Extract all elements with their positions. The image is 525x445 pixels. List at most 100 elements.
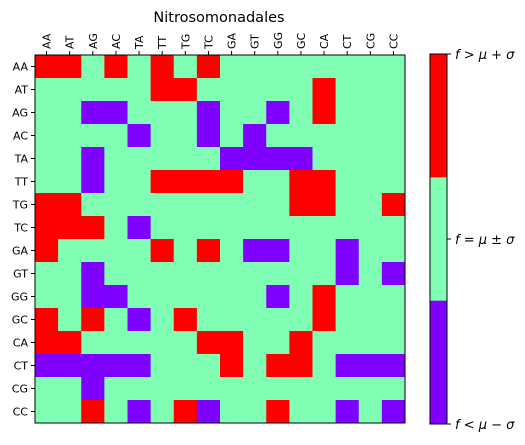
y-tick-label: CT [14,360,29,373]
heatmap-cell [104,170,128,194]
heatmap-cell [127,124,152,148]
heatmap-cell [358,78,383,102]
heatmap-cell [289,55,313,79]
heatmap-cell [81,354,105,378]
heatmap-cell [266,216,290,240]
heatmap-cell [58,262,82,286]
heatmap-cell [381,193,406,217]
y-tick-label: CC [13,406,29,419]
heatmap-cell [196,377,221,401]
heatmap-cell [81,285,105,309]
heatmap-cell [335,285,360,309]
heatmap-cell [196,262,221,286]
heatmap-cell [35,78,59,102]
heatmap-cell [243,285,267,309]
heatmap-cell [150,285,175,309]
heatmap-cell [173,124,198,148]
y-axis-ticks: AA AT AG AC TA TT TG TC GA GT GG GC CA CT CG CC [11,61,35,419]
heatmap-cell [150,147,175,171]
heatmap-cell [127,308,152,332]
heatmap-cell [266,354,290,378]
heatmap-cell [196,78,221,102]
heatmap-cell [335,193,360,217]
heatmap-cell [335,262,360,286]
heatmap-cell [81,216,105,240]
heatmap-cell [243,170,267,194]
heatmap-cell [104,354,128,378]
heatmap-cell [81,101,105,125]
heatmap-cell [196,285,221,309]
heatmap-cell [173,216,198,240]
heatmap-cell [127,170,152,194]
heatmap-cell [358,170,383,194]
y-tick-label: TC [13,222,28,235]
heatmap-cell [127,193,152,217]
heatmap-cell [196,216,221,240]
heatmap-cell [312,124,337,148]
heatmap-cell [335,354,360,378]
heatmap-cell [81,78,105,102]
heatmap-cell [127,78,152,102]
heatmap-cell [173,262,198,286]
colorbar-segment-mid [430,177,447,302]
heatmap-cell [335,101,360,125]
heatmap-cell [81,147,105,171]
heatmap-cell [381,400,406,424]
heatmap-cell [173,308,198,332]
heatmap-cell [312,377,337,401]
heatmap-cell [358,377,383,401]
heatmap-cell [381,377,406,401]
heatmap-cell [243,354,267,378]
plot-frame [34,54,406,424]
heatmap-cell [312,239,337,263]
heatmap-cell [243,101,267,125]
heatmap-cell [381,331,406,355]
heatmap-cell [243,262,267,286]
heatmap-cell [173,193,198,217]
heatmap-cell [58,285,82,309]
heatmap-cell [196,400,221,424]
heatmap-cell [312,101,337,125]
colorbar-label: f > μ + σ [455,48,515,63]
colorbar-segment-low [430,300,447,425]
x-tick-label: AA [41,33,54,49]
heatmap-cell [58,354,82,378]
heatmap-cell [381,262,406,286]
heatmap-cell [335,400,360,424]
heatmap-cell [150,239,175,263]
heatmap-cell [127,331,152,355]
heatmap-cell [81,308,105,332]
heatmap-cell [335,239,360,263]
heatmap-cell [243,55,267,79]
y-tick-label: TA [14,153,29,166]
heatmap-cell [243,216,267,240]
heatmap-cell [58,124,82,148]
heatmap-cell [127,55,152,79]
heatmap-cell [150,124,175,148]
y-tick-label: CA [13,337,29,350]
heatmap-cell [104,216,128,240]
heatmap-cell [243,124,267,148]
heatmap-cell [35,377,59,401]
x-tick-label: AG [87,33,100,49]
heatmap-cell [81,239,105,263]
heatmap-cell [104,262,128,286]
heatmap-cell [266,124,290,148]
y-tick-label: GC [12,314,29,327]
heatmap-cell [58,400,82,424]
heatmap-cell [104,55,128,79]
heatmap-cell [173,170,198,194]
x-tick-label: GC [295,32,308,49]
heatmap-cell [289,331,313,355]
heatmap-cell [381,308,406,332]
heatmap-cell [312,285,337,309]
heatmap-cell [150,308,175,332]
heatmap-cell [81,400,105,424]
heatmap-cell [127,400,152,424]
heatmap-cell [104,239,128,263]
heatmap-cell [220,193,244,217]
x-tick-label: CT [341,34,354,49]
heatmap-cell [312,147,337,171]
heatmap-cell [35,331,59,355]
heatmap-cell [104,308,128,332]
